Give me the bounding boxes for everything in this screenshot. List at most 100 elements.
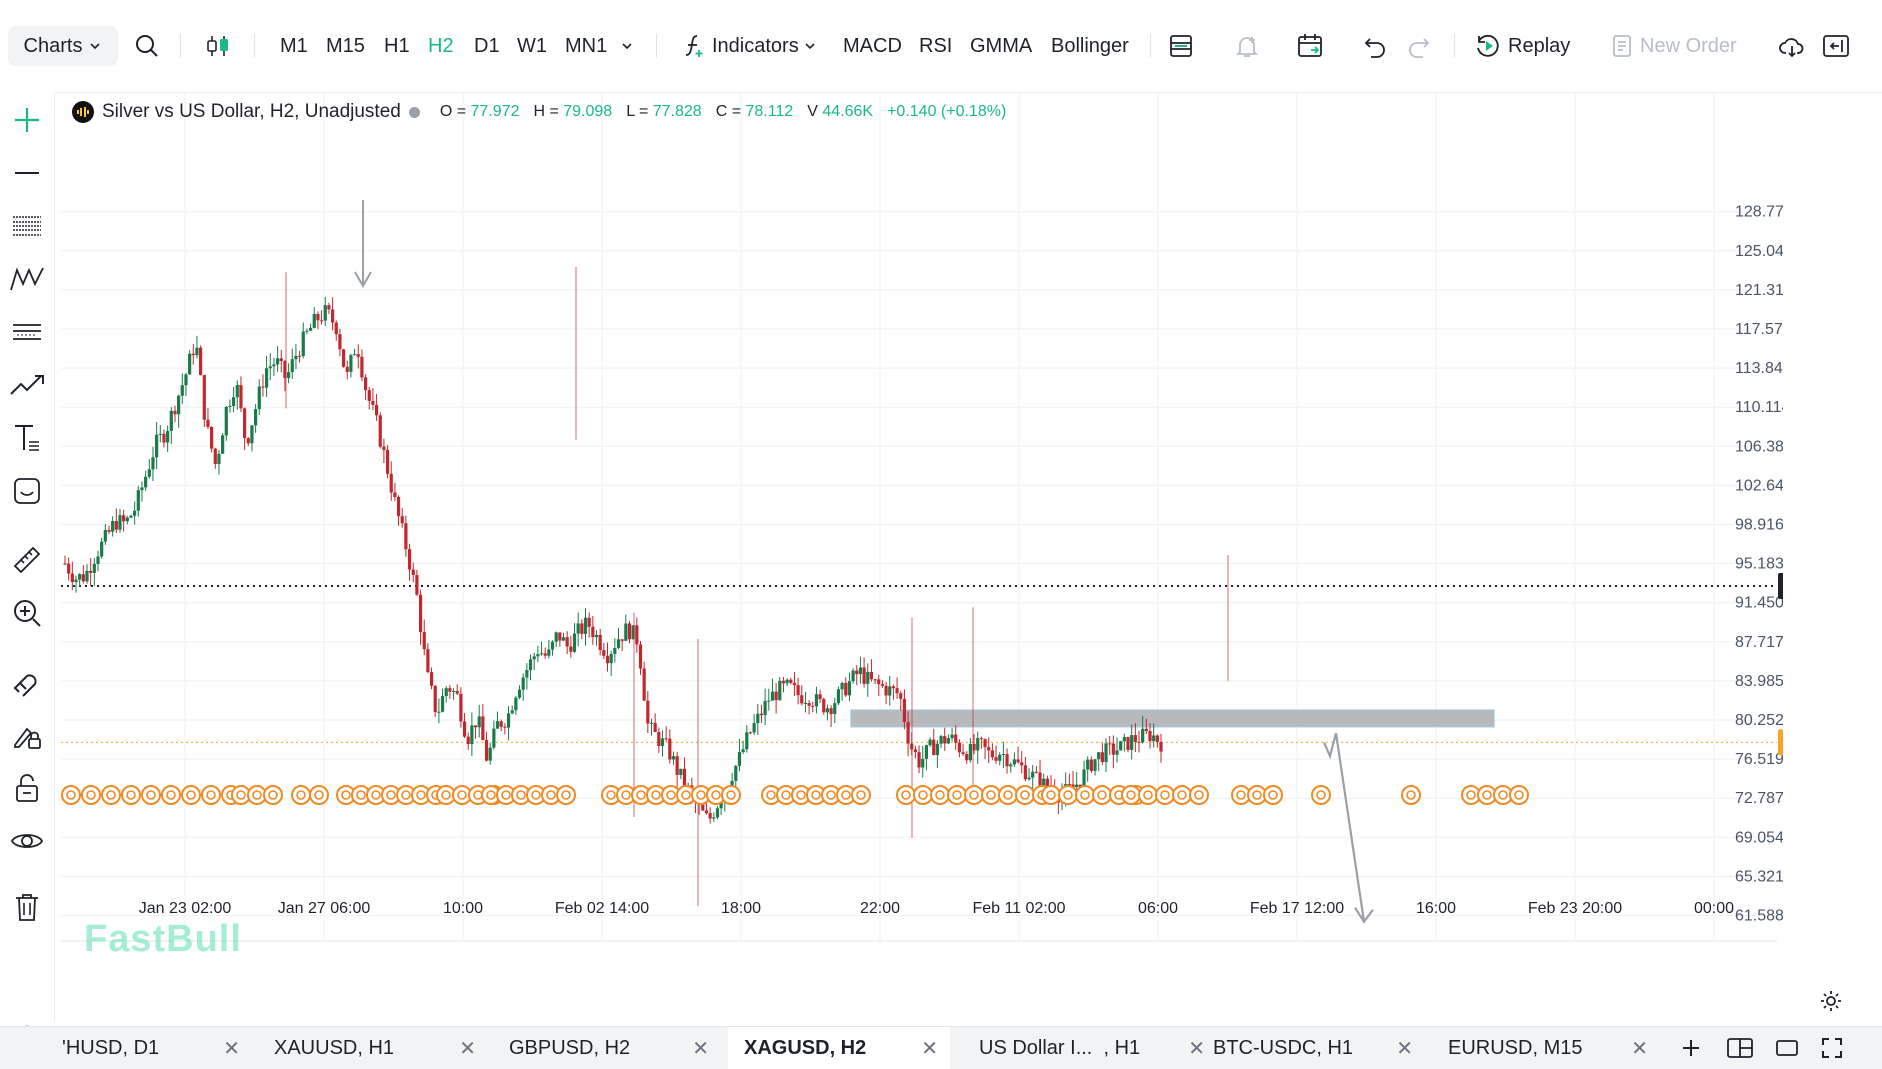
timeframe-more-button[interactable] <box>620 26 634 66</box>
tf-m15[interactable]: M15 <box>326 26 365 66</box>
candle-body <box>118 515 122 530</box>
search-button[interactable] <box>134 26 160 66</box>
time-axis[interactable]: Jan 23 02:00 Jan 27 06:00 10:00 Feb 02 14:0… <box>61 900 1777 942</box>
chart-type-button[interactable] <box>204 26 232 66</box>
tf-h2[interactable]: H2 <box>428 26 454 66</box>
tab-close-icon[interactable]: ✕ <box>459 1038 476 1060</box>
down-arrow-head[interactable] <box>354 271 372 289</box>
candle-body <box>499 721 503 727</box>
minimize-button[interactable] <box>1774 1027 1800 1069</box>
indicator-macd[interactable]: MACD <box>843 26 902 66</box>
legend-close-label: C = <box>715 103 742 120</box>
tf-w1[interactable]: W1 <box>517 26 547 66</box>
candle-body <box>587 617 591 627</box>
delete-drawings-tool[interactable] <box>9 889 45 925</box>
redo-button[interactable] <box>1406 26 1432 66</box>
tab-eurusd-m15[interactable]: EURUSD, M15 ✕ <box>1448 1027 1648 1069</box>
cloud-icon <box>1779 38 1804 58</box>
projection-arrowhead[interactable] <box>1354 907 1374 924</box>
text-tool[interactable] <box>9 420 45 456</box>
add-tab-button[interactable] <box>1680 1027 1706 1069</box>
top-toolbar: Charts M1 M15 H1 H2 D1 W1 MN1 Indicators… <box>0 0 1882 93</box>
candle-body <box>217 453 221 464</box>
tf-m1[interactable]: M1 <box>280 26 308 66</box>
candle-body <box>239 385 243 409</box>
indicator-macd-label: MACD <box>843 34 902 57</box>
resistance-zone-box[interactable] <box>850 709 1495 728</box>
collapse-panel-button[interactable] <box>1822 26 1850 66</box>
drawing-arrows[interactable] <box>354 200 1374 924</box>
charts-menu-button[interactable]: Charts <box>8 26 118 66</box>
new-order-button[interactable]: New Order <box>1610 26 1737 66</box>
event-marker <box>291 785 311 805</box>
indicator-rsi[interactable]: RSI <box>919 26 952 66</box>
tf-d1[interactable]: D1 <box>474 26 500 66</box>
tab-xauusd-h1[interactable]: XAUUSD, H1 ✕ <box>274 1027 476 1069</box>
tab-close-icon[interactable]: ✕ <box>1188 1038 1205 1060</box>
candle-body <box>294 355 298 360</box>
calendar-button[interactable] <box>1296 26 1324 66</box>
candle-body <box>631 625 635 640</box>
tab-hkusd-d1[interactable]: 'HUSD, D1 ✕ <box>62 1027 240 1069</box>
event-marker-inner <box>386 790 396 800</box>
undo-button[interactable] <box>1362 26 1388 66</box>
tab-gbpusd-h2[interactable]: GBPUSD, H2 ✕ <box>509 1027 709 1069</box>
alert-button[interactable] <box>1234 26 1260 66</box>
tab-close-icon[interactable]: ✕ <box>223 1038 240 1060</box>
price-axis[interactable]: 128.777 125.045 121.312 117.579 113.846 110.1… <box>1735 93 1783 973</box>
visibility-tool[interactable] <box>9 823 45 859</box>
line-tool[interactable] <box>9 155 45 191</box>
event-marker <box>1509 785 1529 805</box>
chart-settings-button[interactable] <box>1818 988 1844 1014</box>
crosshair-tool[interactable] <box>9 102 45 138</box>
candle-body <box>144 476 148 488</box>
fibonacci-tool[interactable] <box>9 208 45 244</box>
resistance-zone[interactable] <box>850 709 1495 728</box>
channel-tool[interactable] <box>9 314 45 350</box>
tab-btc-usdc-h1[interactable]: BTC-USDC, H1 ✕ <box>1213 1027 1413 1069</box>
tab-close-icon[interactable]: ✕ <box>1631 1038 1648 1060</box>
candle-body <box>1137 741 1141 743</box>
candle-body <box>103 529 107 542</box>
replay-button[interactable]: Replay <box>1474 26 1570 66</box>
pattern-tool[interactable] <box>9 261 45 297</box>
tab-xagusd-h2[interactable]: XAGUSD, H2 ✕ <box>728 1027 950 1069</box>
zoom-in-tool[interactable] <box>9 595 45 631</box>
tf-h1[interactable]: H1 <box>384 26 410 66</box>
split-layout-button[interactable] <box>1726 1027 1756 1069</box>
candle-body <box>338 334 342 350</box>
unlock-tool[interactable] <box>9 770 45 806</box>
projection-arrow[interactable] <box>1322 732 1366 922</box>
tab-close-icon[interactable]: ✕ <box>1396 1038 1413 1060</box>
price-chart[interactable]: 128.777 125.045 121.312 117.579 113.846 110.1… <box>61 93 1783 973</box>
indicator-bollinger[interactable]: Bollinger <box>1051 26 1129 66</box>
candle-body <box>363 377 368 391</box>
tab-close-icon[interactable]: ✕ <box>921 1038 938 1060</box>
lock-drawing-tool[interactable] <box>9 717 45 753</box>
tab-close-icon[interactable]: ✕ <box>692 1038 709 1060</box>
candle-body <box>998 754 1002 761</box>
price-axis-panel[interactable] <box>1777 93 1783 973</box>
price-tick-label: 65.321 <box>1735 868 1783 885</box>
candle-body <box>836 689 841 704</box>
legend-volume: V 44.66K <box>807 103 873 121</box>
event-marker-inner <box>1498 790 1508 800</box>
magnet-tool[interactable] <box>9 664 45 700</box>
candle-body <box>609 653 613 664</box>
candle-body <box>265 368 269 388</box>
candle-body <box>367 390 371 401</box>
price-tick-label: 121.312 <box>1735 282 1783 299</box>
tab-us-dollar-index-h1[interactable]: US Dollar I... , H1 ✕ <box>979 1027 1205 1069</box>
candle-body <box>495 721 500 729</box>
cloud-button[interactable] <box>1778 26 1806 66</box>
tf-mn1[interactable]: MN1 <box>565 26 607 66</box>
emoji-tool[interactable] <box>9 473 45 509</box>
fullscreen-button[interactable] <box>1820 1027 1846 1069</box>
trend-tool[interactable] <box>9 367 45 403</box>
layout-button[interactable] <box>1168 26 1194 66</box>
indicators-button[interactable]: Indicators <box>682 26 817 66</box>
candle-body <box>972 744 976 751</box>
ruler-tool[interactable] <box>9 542 45 578</box>
indicator-gmma[interactable]: GMMA <box>970 26 1032 66</box>
candle-body <box>957 742 961 753</box>
